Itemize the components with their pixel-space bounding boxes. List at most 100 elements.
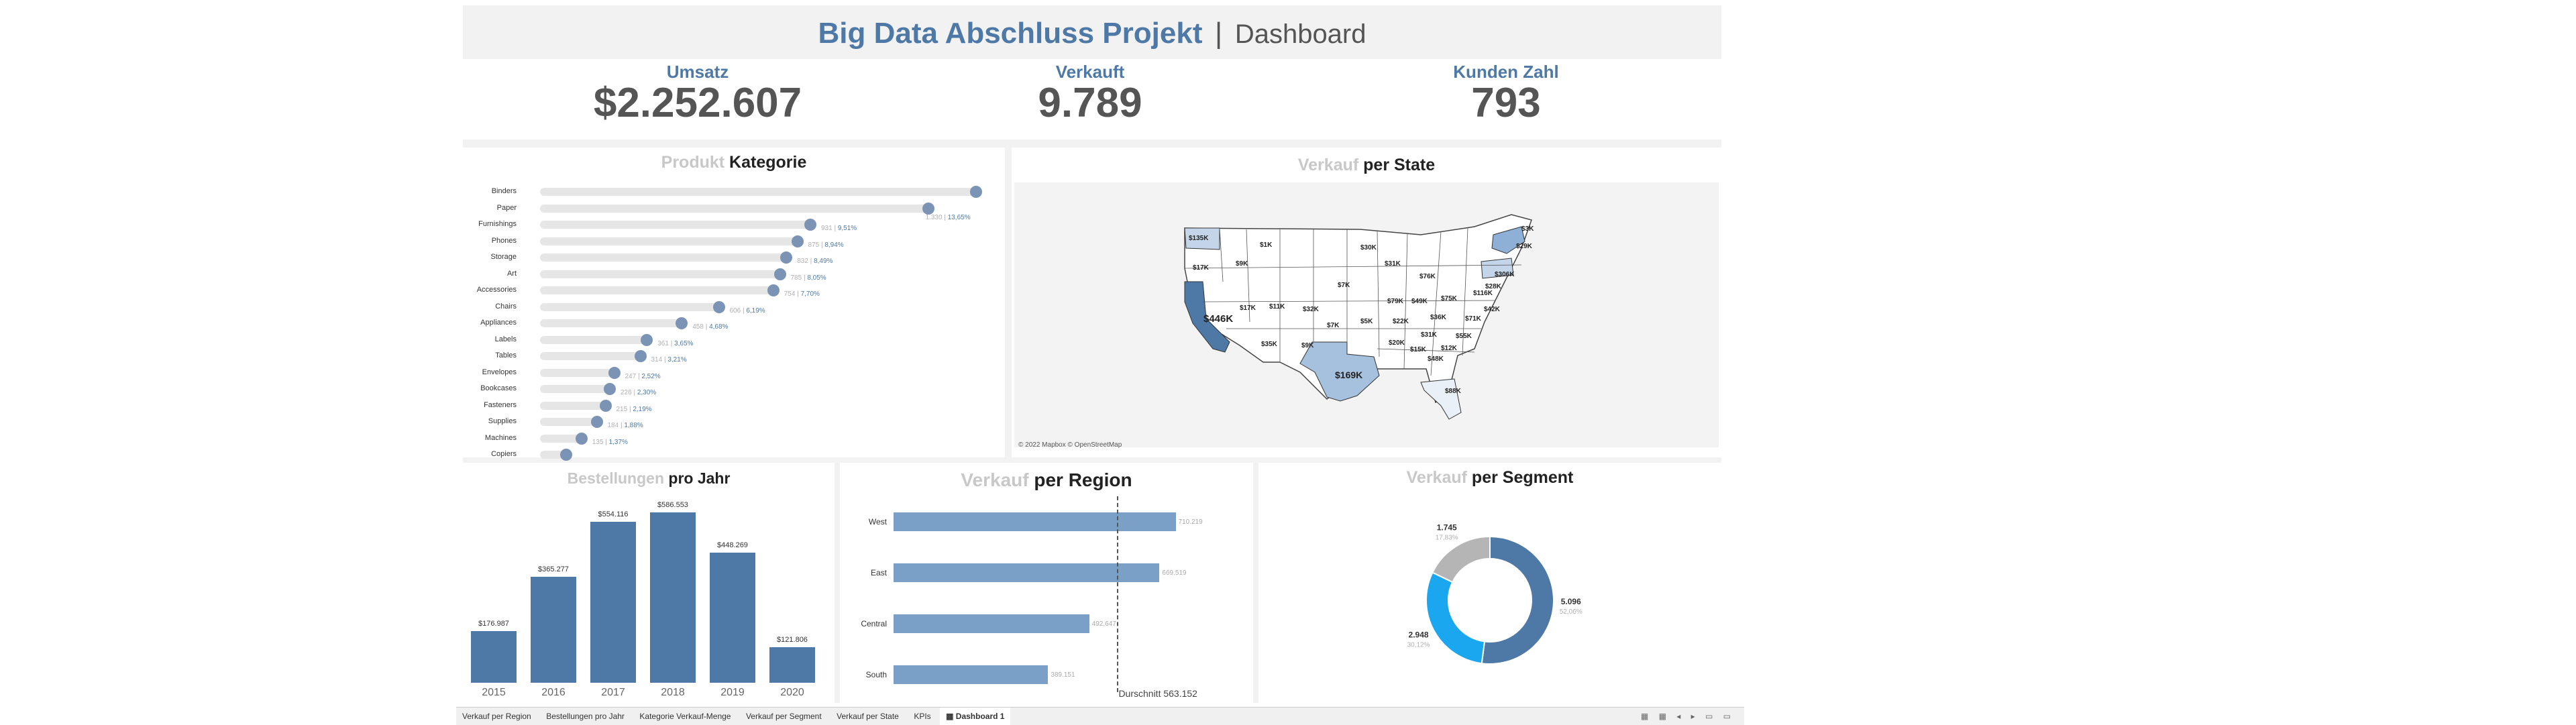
kpi-label: Kunden Zahl [1453, 62, 1559, 82]
category-dot[interactable] [791, 235, 804, 247]
category-dot[interactable] [780, 252, 793, 264]
category-dot[interactable] [773, 268, 786, 280]
category-value: 314 | 3,21% [651, 356, 687, 364]
segment-pct-label: 52,06% [1560, 608, 1582, 616]
region-label: South [865, 670, 887, 679]
tab-verkauf-per-state[interactable]: Verkauf per State [837, 712, 899, 721]
segment-pct-label: 17,83% [1436, 534, 1458, 541]
category-dot[interactable] [922, 202, 934, 215]
category-value-count: 785 | [790, 274, 808, 282]
map-title-strong: per State [1363, 156, 1436, 174]
category-dot[interactable] [575, 432, 588, 445]
tab-bestellungen-pro-jahr[interactable]: Bestellungen pro Jahr [546, 712, 625, 721]
map-label: $35K [1261, 341, 1278, 348]
region-bar[interactable] [894, 512, 1176, 531]
year-bar-value: $586.553 [657, 500, 688, 509]
sales-per-segment-panel[interactable]: Verkauf per Segment 5.096 52,06% 2.948 30,1… [1258, 463, 1721, 703]
category-label: Chairs [495, 302, 517, 311]
category-value: 226 | 2,30% [621, 389, 656, 396]
category-dot[interactable] [604, 383, 616, 395]
tab-verkauf-per-segment[interactable]: Verkauf per Segment [745, 712, 822, 721]
category-label: Paper [496, 203, 517, 212]
category-label: Tables [495, 351, 517, 359]
segment-title-muted: Verkauf [1406, 468, 1467, 487]
category-value-count: 931 | [821, 225, 838, 232]
us-state-map[interactable]: $135K $17K $9K $1K $30K $31K $76K $306K … [1012, 148, 1721, 457]
category-value-pct: 7,70% [800, 290, 820, 298]
tab-verkauf-per-region[interactable]: Verkauf per Region [462, 712, 531, 721]
map-label: $76K [1419, 273, 1436, 280]
title-separator: | [1214, 17, 1223, 50]
region-bar[interactable] [894, 563, 1160, 582]
kpi-umsatz[interactable]: Umsatz $2.252.607 [496, 62, 899, 125]
segment-slice[interactable] [1481, 535, 1554, 665]
category-label: Copiers [491, 450, 517, 458]
category-track [540, 385, 610, 393]
year-title-strong: pro Jahr [668, 469, 731, 487]
category-dot[interactable] [712, 300, 725, 313]
year-axis-label: 2016 [541, 687, 566, 698]
category-dot[interactable] [560, 449, 572, 461]
map-label: $31K [1385, 260, 1401, 268]
tab-kategorie-verkauf-menge[interactable]: Kategorie Verkauf-Menge [639, 712, 731, 721]
category-track [540, 352, 641, 360]
category-value-pct: 4,68% [709, 323, 729, 331]
map-label: $17K [1193, 264, 1210, 272]
category-value: 215 | 2,19% [616, 406, 652, 413]
category-value-count: 606 | [729, 306, 747, 315]
segment-slice[interactable] [1426, 571, 1486, 665]
map-label: $9K [1301, 342, 1314, 349]
category-dot[interactable] [676, 317, 688, 329]
category-dot[interactable] [767, 284, 780, 296]
map-label: $30K [1360, 244, 1377, 252]
region-bar[interactable] [894, 614, 1089, 633]
average-reference-line[interactable] [1117, 496, 1119, 692]
category-value-pct: 3,65% [674, 339, 694, 347]
year-bar[interactable] [590, 521, 636, 683]
category-value-count: 215 | [616, 405, 633, 413]
category-title-muted: Produkt [661, 153, 725, 172]
region-bar[interactable] [894, 665, 1049, 684]
map-label: $22K [1393, 318, 1409, 325]
year-bar[interactable] [531, 576, 576, 683]
sales-per-region-panel[interactable]: Verkauf per Region West 710.219 East 669.51… [840, 463, 1253, 703]
kpi-label: Verkauft [1055, 62, 1125, 82]
kpi-kunden[interactable]: Kunden Zahl 793 [1305, 62, 1707, 125]
kpi-verkauft[interactable]: Verkauft 9.789 [889, 62, 1291, 125]
category-value-count: 184 | [607, 422, 625, 429]
tab-dashboard-1[interactable]: ▦ Dashboard 1 [940, 708, 1011, 725]
tab-kpis[interactable]: KPIs [914, 712, 931, 721]
category-panel[interactable]: Produkt Kategorie Binders Paper 1.330 | 13… [463, 148, 1005, 461]
year-bar[interactable] [769, 647, 815, 683]
category-dot[interactable] [634, 350, 647, 362]
category-value-pct: 9,51% [837, 225, 857, 232]
category-label: Fasteners [484, 400, 517, 409]
year-bar[interactable] [710, 552, 755, 683]
category-value-count: 247 | [625, 372, 642, 380]
category-dot[interactable] [608, 366, 621, 379]
segment-donut[interactable]: 5.096 52,06% 2.948 30,12% 1.745 17,83% [1258, 463, 1721, 703]
category-label: Appliances [480, 319, 517, 327]
category-dot[interactable] [804, 219, 816, 231]
category-title: Produkt Kategorie [463, 153, 1005, 172]
map-label: $75K [1441, 295, 1458, 302]
category-dot[interactable] [599, 399, 612, 412]
category-dot[interactable] [590, 416, 603, 428]
category-value-pct: 3,21% [667, 356, 687, 364]
segment-slice[interactable] [1432, 535, 1491, 583]
kpi-pane [463, 59, 1721, 140]
year-bar[interactable] [650, 512, 696, 683]
orders-per-year-panel[interactable]: Bestellungen pro Jahr $176.987 2015 $365.2… [463, 463, 835, 703]
sheet-nav-icons[interactable]: ▦ ▦ ◂ ▸ ▭ ▭ [1640, 712, 1735, 721]
year-chart-title: Bestellungen pro Jahr [463, 469, 835, 488]
category-value: 1.330 | 13,65% [926, 214, 971, 221]
map-attribution[interactable]: © 2022 Mapbox © OpenStreetMap [1018, 441, 1122, 449]
category-dot[interactable] [641, 333, 653, 346]
year-bar[interactable] [471, 631, 517, 683]
map-label: $88K [1445, 388, 1462, 395]
category-dot[interactable] [970, 186, 982, 198]
kpi-value: 793 [1471, 80, 1541, 126]
category-track [540, 270, 780, 278]
state-map-panel[interactable]: Verkauf per State $135K $17K $9K $1K $3 [1012, 148, 1721, 457]
category-label: Bookcases [480, 384, 517, 392]
